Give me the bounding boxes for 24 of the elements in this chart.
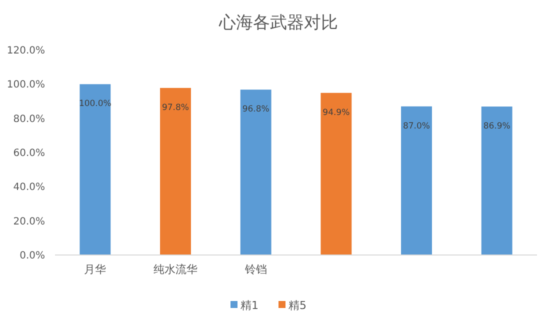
y-tick-label: 0.0% xyxy=(20,250,45,262)
data-label: 97.8% xyxy=(162,102,190,113)
bar xyxy=(240,90,272,255)
y-tick-label: 100.0% xyxy=(6,80,45,91)
bar xyxy=(481,106,512,255)
bar xyxy=(160,88,191,255)
bar xyxy=(80,84,111,255)
y-tick-label: 60.0% xyxy=(13,148,45,159)
data-label: 86.9% xyxy=(483,122,510,132)
bar xyxy=(320,92,352,255)
y-tick-label: 120.0% xyxy=(6,46,45,56)
legend-label: 精5 xyxy=(288,298,306,312)
bar xyxy=(401,106,432,255)
data-label: 87.0% xyxy=(402,121,430,132)
legend-label: 精1 xyxy=(240,298,258,312)
y-tick-label: 80.0% xyxy=(13,114,45,125)
data-label: 94.9% xyxy=(322,108,350,118)
y-tick-label: 20.0% xyxy=(13,216,45,228)
chart-title: 心海各武器对比 xyxy=(218,13,338,33)
x-tick-label: 纯水流华 xyxy=(154,263,198,276)
y-tick-label: 40.0% xyxy=(13,182,45,194)
x-tick-label: 铃铛 xyxy=(244,263,267,276)
data-label: 96.8% xyxy=(242,104,270,115)
x-tick-label: 月华 xyxy=(84,263,106,276)
